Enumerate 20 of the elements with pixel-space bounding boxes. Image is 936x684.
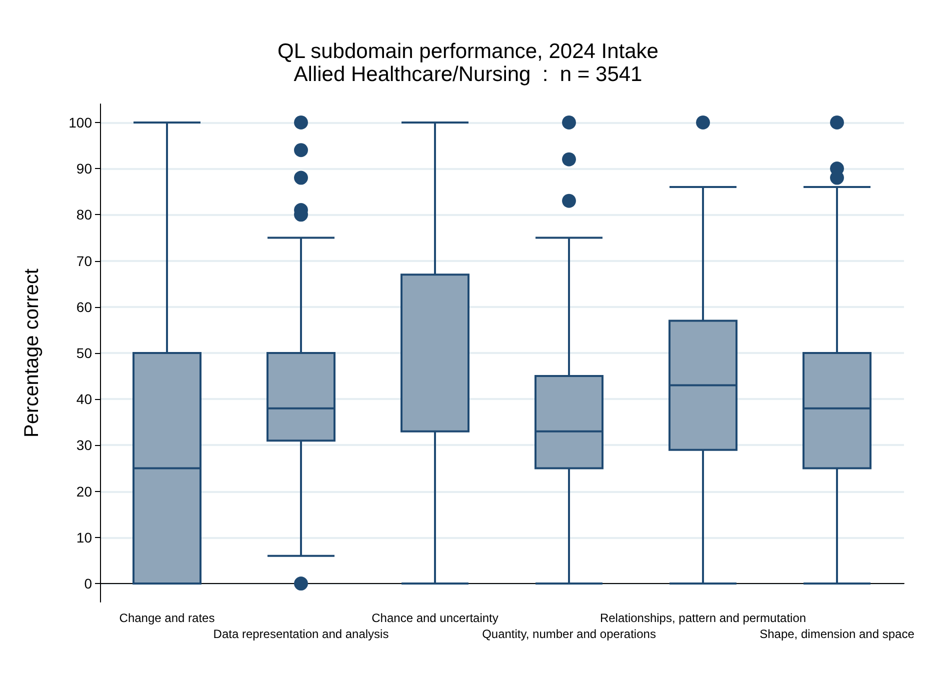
chart-subtitle: Allied Healthcare/Nursing : n = 3541 [294, 63, 642, 86]
x-tick-label: Change and rates [119, 611, 215, 625]
x-tick-label: Data representation and analysis [213, 627, 389, 641]
y-tick-label: 100 [68, 114, 92, 130]
y-tick-label: 50 [76, 345, 92, 361]
x-tick-label: Relationships, pattern and permutation [600, 611, 806, 625]
x-tick-label: Shape, dimension and space [760, 627, 915, 641]
chart-title: QL subdomain performance, 2024 Intake [278, 40, 658, 63]
y-tick-label: 90 [76, 160, 92, 177]
x-tick-label: Chance and uncertainty [372, 611, 498, 625]
y-tick-label: 10 [76, 529, 92, 546]
y-tick-label: 30 [76, 437, 92, 454]
y-tick-label: 80 [76, 206, 92, 223]
x-tick-label: Quantity, number and operations [482, 627, 656, 641]
y-tick-label: 40 [76, 391, 92, 408]
y-tick-label: 70 [76, 252, 92, 269]
y-tick-label: 60 [76, 298, 92, 315]
y-tick-label: 20 [76, 483, 92, 500]
y-axis-title: Percentage correct [21, 268, 43, 438]
y-tick-label: 0 [84, 576, 92, 592]
